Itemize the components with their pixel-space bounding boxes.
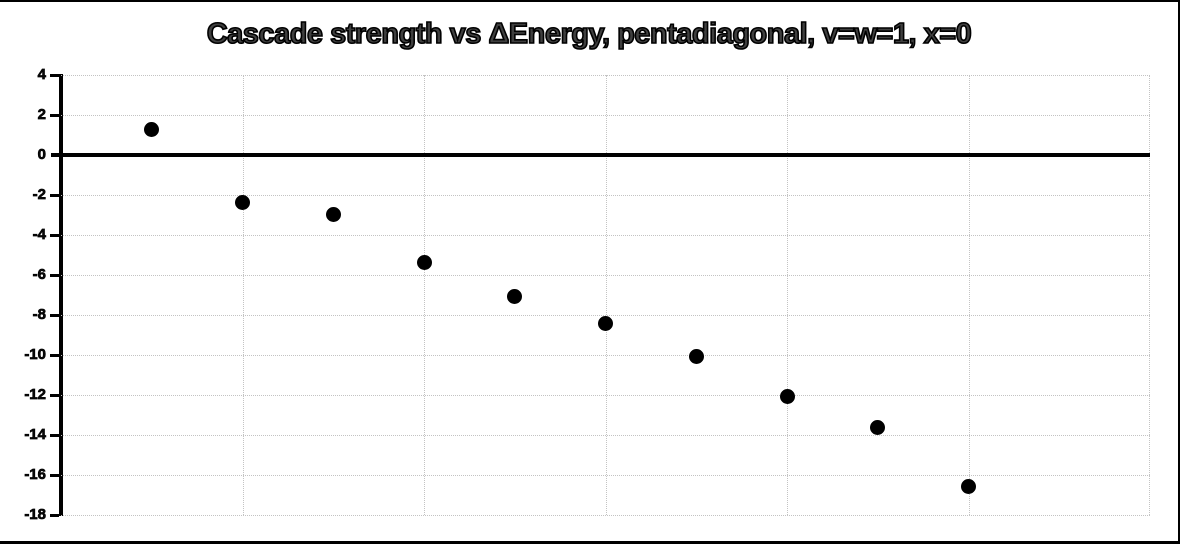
data-point — [961, 478, 976, 494]
y-axis-tick-label: -12 — [24, 386, 46, 403]
y-axis-tick — [50, 273, 59, 277]
zero-line — [51, 153, 1150, 157]
data-point — [598, 315, 613, 331]
data-point — [325, 206, 341, 222]
y-axis-tick-label: -4 — [32, 226, 46, 243]
y-axis-tick-label: 4 — [37, 66, 46, 83]
plot-area: 4 2 0 -2 -4 -6 -8 -10 -12 -14 -16 -18 — [24, 66, 1150, 523]
gridline-vertical — [605, 75, 607, 515]
y-axis-tick — [50, 313, 59, 317]
gridline-vertical — [242, 75, 244, 515]
y-axis-tick-label: -6 — [32, 266, 46, 283]
gridline-horizontal — [61, 115, 1150, 116]
y-axis-line — [59, 74, 63, 516]
data-point — [507, 288, 523, 304]
y-axis-tick-label: 0 — [37, 146, 46, 163]
gridline-vertical — [787, 75, 788, 515]
y-axis-tick-label: -8 — [32, 306, 46, 323]
y-axis-tick — [50, 113, 59, 117]
chart-title: Cascade strength vs ΔEnergy, pentadiagon… — [206, 17, 973, 51]
gridline-horizontal — [61, 75, 1150, 76]
gridline-horizontal — [61, 235, 1150, 236]
y-axis-tick-label: -14 — [24, 426, 46, 443]
y-axis-tick-label: -10 — [24, 346, 46, 363]
gridline-horizontal — [61, 395, 1150, 396]
data-point — [688, 348, 704, 364]
gridline-horizontal — [61, 355, 1150, 356]
y-axis-tick-label: 2 — [37, 106, 46, 123]
gridline-horizontal — [61, 195, 1150, 196]
y-axis-tick-label: -2 — [32, 186, 46, 203]
y-axis-tick-label: -18 — [24, 506, 46, 523]
y-axis-tick — [50, 473, 59, 477]
gridline-vertical — [424, 75, 425, 515]
gridline-horizontal — [61, 435, 1150, 436]
data-point — [870, 419, 886, 435]
data-point — [144, 121, 160, 137]
y-axis-tick — [50, 353, 59, 357]
y-axis-tick — [50, 193, 59, 197]
y-axis-tick — [50, 73, 59, 77]
y-axis-tick-label: -16 — [24, 466, 46, 483]
data-point — [416, 254, 432, 270]
data-point — [779, 388, 795, 404]
y-axis-tick — [50, 233, 59, 237]
gridline-vertical — [1149, 75, 1150, 515]
gridline-vertical — [968, 75, 970, 515]
y-axis-tick — [50, 393, 59, 397]
gridline-horizontal — [61, 275, 1150, 276]
y-axis-tick — [50, 513, 59, 517]
gridline-horizontal — [61, 515, 1150, 516]
y-axis-tick — [50, 433, 59, 437]
data-point — [235, 194, 250, 210]
gridline-horizontal — [61, 475, 1150, 476]
